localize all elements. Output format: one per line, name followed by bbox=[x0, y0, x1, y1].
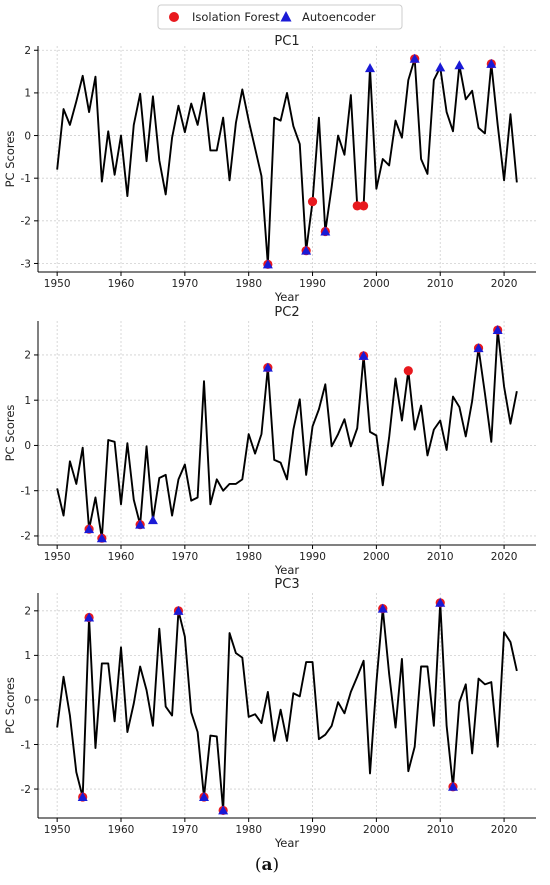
autoencoder-point bbox=[320, 226, 331, 236]
series-line bbox=[56, 329, 518, 540]
y-tick-label: -1 bbox=[21, 739, 31, 751]
autoencoder-point bbox=[486, 58, 497, 68]
autoencoder-point bbox=[84, 612, 95, 622]
y-axis-title: PC Scores bbox=[3, 677, 17, 734]
autoencoder-point bbox=[147, 515, 158, 525]
x-tick-label: 1960 bbox=[108, 278, 135, 290]
autoencoder-point bbox=[135, 519, 146, 529]
legend-label-isolation-forest: Isolation Forest bbox=[192, 10, 280, 24]
panel-pc2: 1950 1960 1970 1980 1990 2000 2010 2020 -2 -1 0 1 2 P… bbox=[3, 305, 536, 577]
x-tick-label: 2020 bbox=[491, 551, 518, 563]
panel-title: PC3 bbox=[274, 577, 299, 592]
y-tick-label: 1 bbox=[24, 395, 31, 407]
x-tick-label: 2020 bbox=[491, 278, 518, 290]
y-tick-label: -3 bbox=[21, 258, 31, 270]
y-tick-label: -2 bbox=[21, 531, 31, 543]
autoencoder-point bbox=[173, 605, 184, 615]
x-tick-label: 1980 bbox=[235, 278, 262, 290]
autoencoder-point bbox=[262, 362, 273, 372]
y-tick-label: 2 bbox=[24, 45, 31, 57]
autoencoder-point bbox=[435, 597, 446, 607]
x-tick-label: 2000 bbox=[363, 824, 390, 836]
y-tick-label: 2 bbox=[24, 606, 31, 618]
panel-pc1: 1950 1960 1970 1980 1990 2000 2010 2020 -3 -2 -1 0 1… bbox=[3, 34, 536, 304]
y-axis-title: PC Scores bbox=[3, 405, 17, 462]
y-tick-label: 2 bbox=[24, 350, 31, 362]
legend: Isolation Forest Autoencoder bbox=[157, 4, 403, 30]
x-axis-title: Year bbox=[274, 290, 300, 304]
legend-marker-autoencoder bbox=[280, 11, 292, 22]
autoencoder-point bbox=[448, 781, 458, 791]
autoencoder-point bbox=[365, 63, 375, 73]
x-tick-label: 2010 bbox=[427, 551, 454, 563]
x-tick-label: 1980 bbox=[235, 824, 262, 836]
panel-title: PC2 bbox=[274, 305, 299, 320]
autoencoder-point bbox=[454, 60, 465, 70]
autoencoder-point bbox=[377, 603, 388, 613]
x-tick-label: 2000 bbox=[363, 278, 390, 290]
x-tick-label: 1990 bbox=[299, 551, 326, 563]
y-tick-label: 0 bbox=[24, 130, 31, 142]
figure-caption: (a) bbox=[255, 855, 279, 875]
y-tick-label: -2 bbox=[21, 784, 31, 796]
autoencoder-point bbox=[358, 350, 369, 360]
x-tick-label: 2010 bbox=[427, 824, 454, 836]
isolation-forest-point bbox=[403, 366, 413, 376]
x-tick-label: 1950 bbox=[44, 824, 71, 836]
panel-pc3: 1950 1960 1970 1980 1990 2000 2010 2020 -2 -1 0 1 2 P… bbox=[3, 577, 536, 850]
legend-label-autoencoder: Autoencoder bbox=[302, 10, 376, 24]
x-tick-label: 2000 bbox=[363, 551, 390, 563]
x-tick-label: 1950 bbox=[44, 278, 71, 290]
autoencoder-point bbox=[262, 259, 273, 269]
autoencoder-point bbox=[473, 343, 484, 353]
isolation-forest-point bbox=[352, 201, 362, 211]
x-axis-title: Year bbox=[274, 563, 300, 577]
x-tick-label: 1990 bbox=[299, 824, 326, 836]
panels: 1950 1960 1970 1980 1990 2000 2010 2020-3-2-101… bbox=[3, 34, 536, 850]
y-tick-label: -1 bbox=[21, 485, 31, 497]
autoencoder-point bbox=[435, 62, 446, 72]
panel-title: PC1 bbox=[274, 34, 299, 49]
x-tick-label: 1950 bbox=[44, 551, 71, 563]
autoencoder-point bbox=[301, 245, 312, 255]
legend-frame bbox=[157, 4, 403, 30]
isolation-forest-point bbox=[359, 201, 369, 211]
x-tick-label: 2020 bbox=[491, 824, 518, 836]
x-tick-label: 2010 bbox=[427, 278, 454, 290]
y-tick-label: 0 bbox=[24, 440, 31, 452]
x-axis-title: Year bbox=[274, 836, 300, 850]
x-tick-label: 1980 bbox=[235, 551, 262, 563]
y-tick-label: 1 bbox=[24, 88, 31, 100]
series-line bbox=[56, 57, 518, 266]
y-tick-label: 0 bbox=[24, 695, 31, 707]
x-tick-label: 1970 bbox=[171, 278, 198, 290]
autoencoder-point bbox=[77, 792, 88, 802]
isolation-forest-point bbox=[307, 197, 318, 207]
autoencoder-point bbox=[84, 524, 95, 534]
x-tick-label: 1960 bbox=[108, 824, 135, 836]
autoencoder-point bbox=[96, 533, 107, 543]
autoencoder-point bbox=[199, 792, 209, 802]
series-line bbox=[56, 601, 518, 812]
x-tick-label: 1970 bbox=[171, 551, 198, 563]
y-axis-title: PC Scores bbox=[3, 131, 17, 188]
autoencoder-point bbox=[218, 805, 229, 815]
x-tick-label: 1960 bbox=[108, 551, 135, 563]
caption-letter: a bbox=[261, 855, 272, 875]
x-tick-label: 1990 bbox=[299, 278, 326, 290]
y-tick-label: 1 bbox=[24, 650, 31, 662]
legend-marker-isolation-forest bbox=[169, 12, 179, 22]
autoencoder-point bbox=[492, 325, 503, 335]
autoencoder-point bbox=[409, 53, 420, 63]
y-tick-label: -1 bbox=[21, 173, 31, 185]
y-tick-label: -2 bbox=[21, 216, 31, 228]
x-tick-label: 1970 bbox=[171, 824, 198, 836]
caption-close: ) bbox=[273, 855, 280, 875]
caption-open: ( bbox=[255, 855, 262, 875]
